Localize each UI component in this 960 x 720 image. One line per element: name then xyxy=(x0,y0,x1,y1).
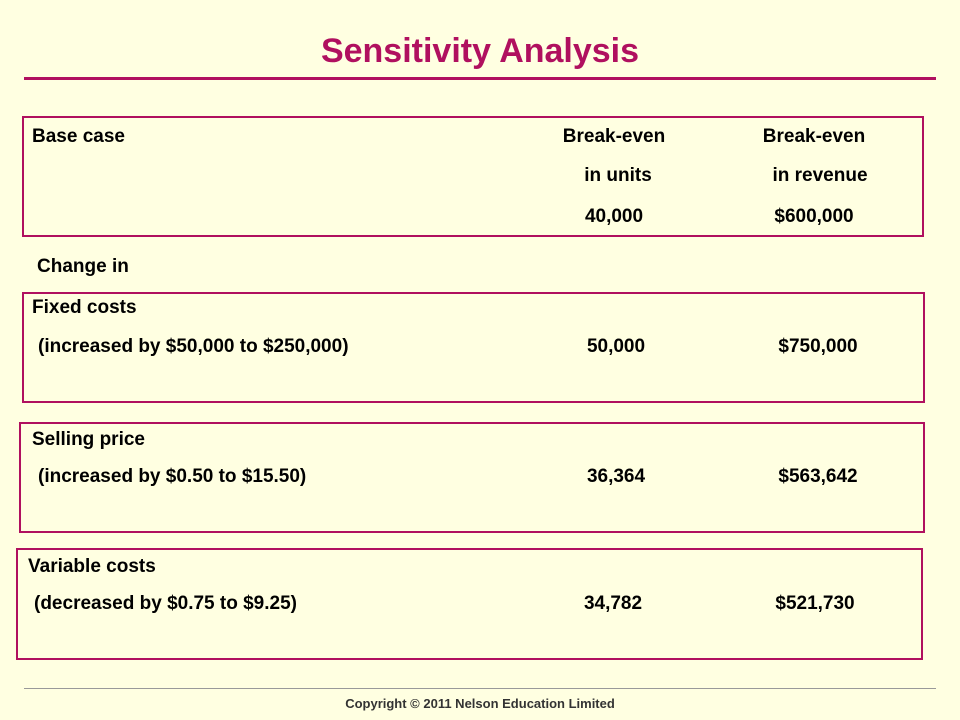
scenario-units-value: 34,782 xyxy=(583,593,643,614)
scenario-revenue-value: $521,730 xyxy=(775,593,855,614)
copyright-footer: Copyright © 2011 Nelson Education Limite… xyxy=(345,696,615,711)
scenario-detail: (increased by $0.50 to $15.50) xyxy=(38,466,307,487)
page-title: Sensitivity Analysis xyxy=(320,32,640,70)
base-revenue-value: $600,000 xyxy=(774,206,854,227)
scenario-box-fixed-costs: Fixed costs (increased by $50,000 to $25… xyxy=(22,292,925,403)
base-case-box: Base case Break-even in units Break-even… xyxy=(22,116,924,237)
scenario-box-variable-costs: Variable costs (decreased by $0.75 to $9… xyxy=(16,548,923,660)
change-in-label: Change in xyxy=(37,256,129,277)
revenue-header-line1: Break-even xyxy=(762,126,866,147)
title-divider xyxy=(24,77,936,80)
units-header-line1: Break-even xyxy=(562,126,666,147)
scenario-revenue-value: $563,642 xyxy=(778,466,858,487)
scenario-detail: (increased by $50,000 to $250,000) xyxy=(38,336,349,357)
scenario-box-selling-price: Selling price (increased by $0.50 to $15… xyxy=(19,422,925,533)
scenario-name: Selling price xyxy=(32,429,145,450)
scenario-units-value: 36,364 xyxy=(586,466,646,487)
scenario-units-value: 50,000 xyxy=(586,336,646,357)
revenue-header-line2: in revenue xyxy=(772,165,868,186)
footer-divider xyxy=(24,688,936,689)
base-case-label: Base case xyxy=(32,126,125,147)
units-header-line2: in units xyxy=(584,165,652,186)
scenario-name: Variable costs xyxy=(28,556,156,577)
scenario-name: Fixed costs xyxy=(32,297,137,318)
scenario-detail: (decreased by $0.75 to $9.25) xyxy=(34,593,297,614)
base-units-value: 40,000 xyxy=(584,206,644,227)
scenario-revenue-value: $750,000 xyxy=(778,336,858,357)
